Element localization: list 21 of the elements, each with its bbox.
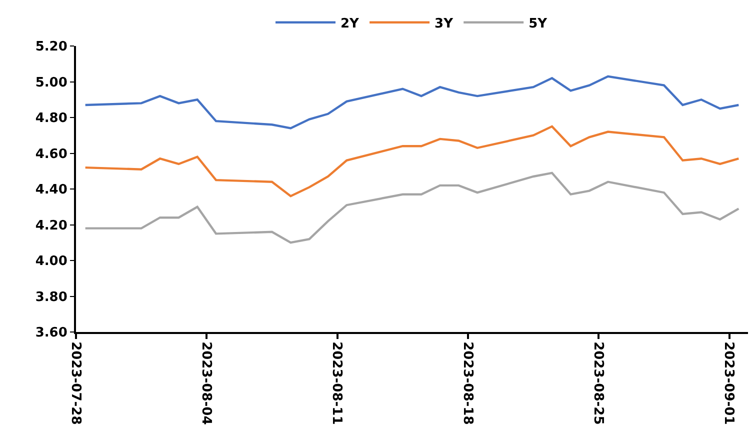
x-tick-label: 2023-08-18 bbox=[460, 342, 475, 425]
y-tick-label: 4.80 bbox=[35, 111, 68, 126]
legend-label: 3Y bbox=[434, 16, 454, 32]
y-tick-label: 4.00 bbox=[35, 254, 68, 270]
y-tick-label: 3.80 bbox=[35, 290, 68, 305]
x-tick-label: 2023-08-25 bbox=[590, 342, 606, 425]
y-tick-label: 4.40 bbox=[35, 182, 68, 198]
y-tick-label: 5.20 bbox=[35, 40, 68, 55]
x-tick-label: 2023-08-11 bbox=[329, 342, 344, 425]
legend-label: 2Y bbox=[340, 16, 360, 32]
y-tick-label: 5.00 bbox=[35, 75, 68, 90]
line-series bbox=[84, 75, 740, 130]
x-tick-label: 2023-07-28 bbox=[68, 342, 83, 425]
y-tick-label: 4.20 bbox=[35, 218, 68, 234]
line-series bbox=[84, 172, 740, 244]
line-series bbox=[84, 125, 740, 198]
x-tick-label: 2023-08-04 bbox=[198, 342, 214, 425]
legend-label: 5Y bbox=[528, 16, 548, 32]
x-tick-label: 2023-09-01 bbox=[721, 342, 736, 425]
y-tick-label: 3.60 bbox=[35, 326, 68, 341]
y-tick-label: 4.60 bbox=[35, 146, 68, 162]
